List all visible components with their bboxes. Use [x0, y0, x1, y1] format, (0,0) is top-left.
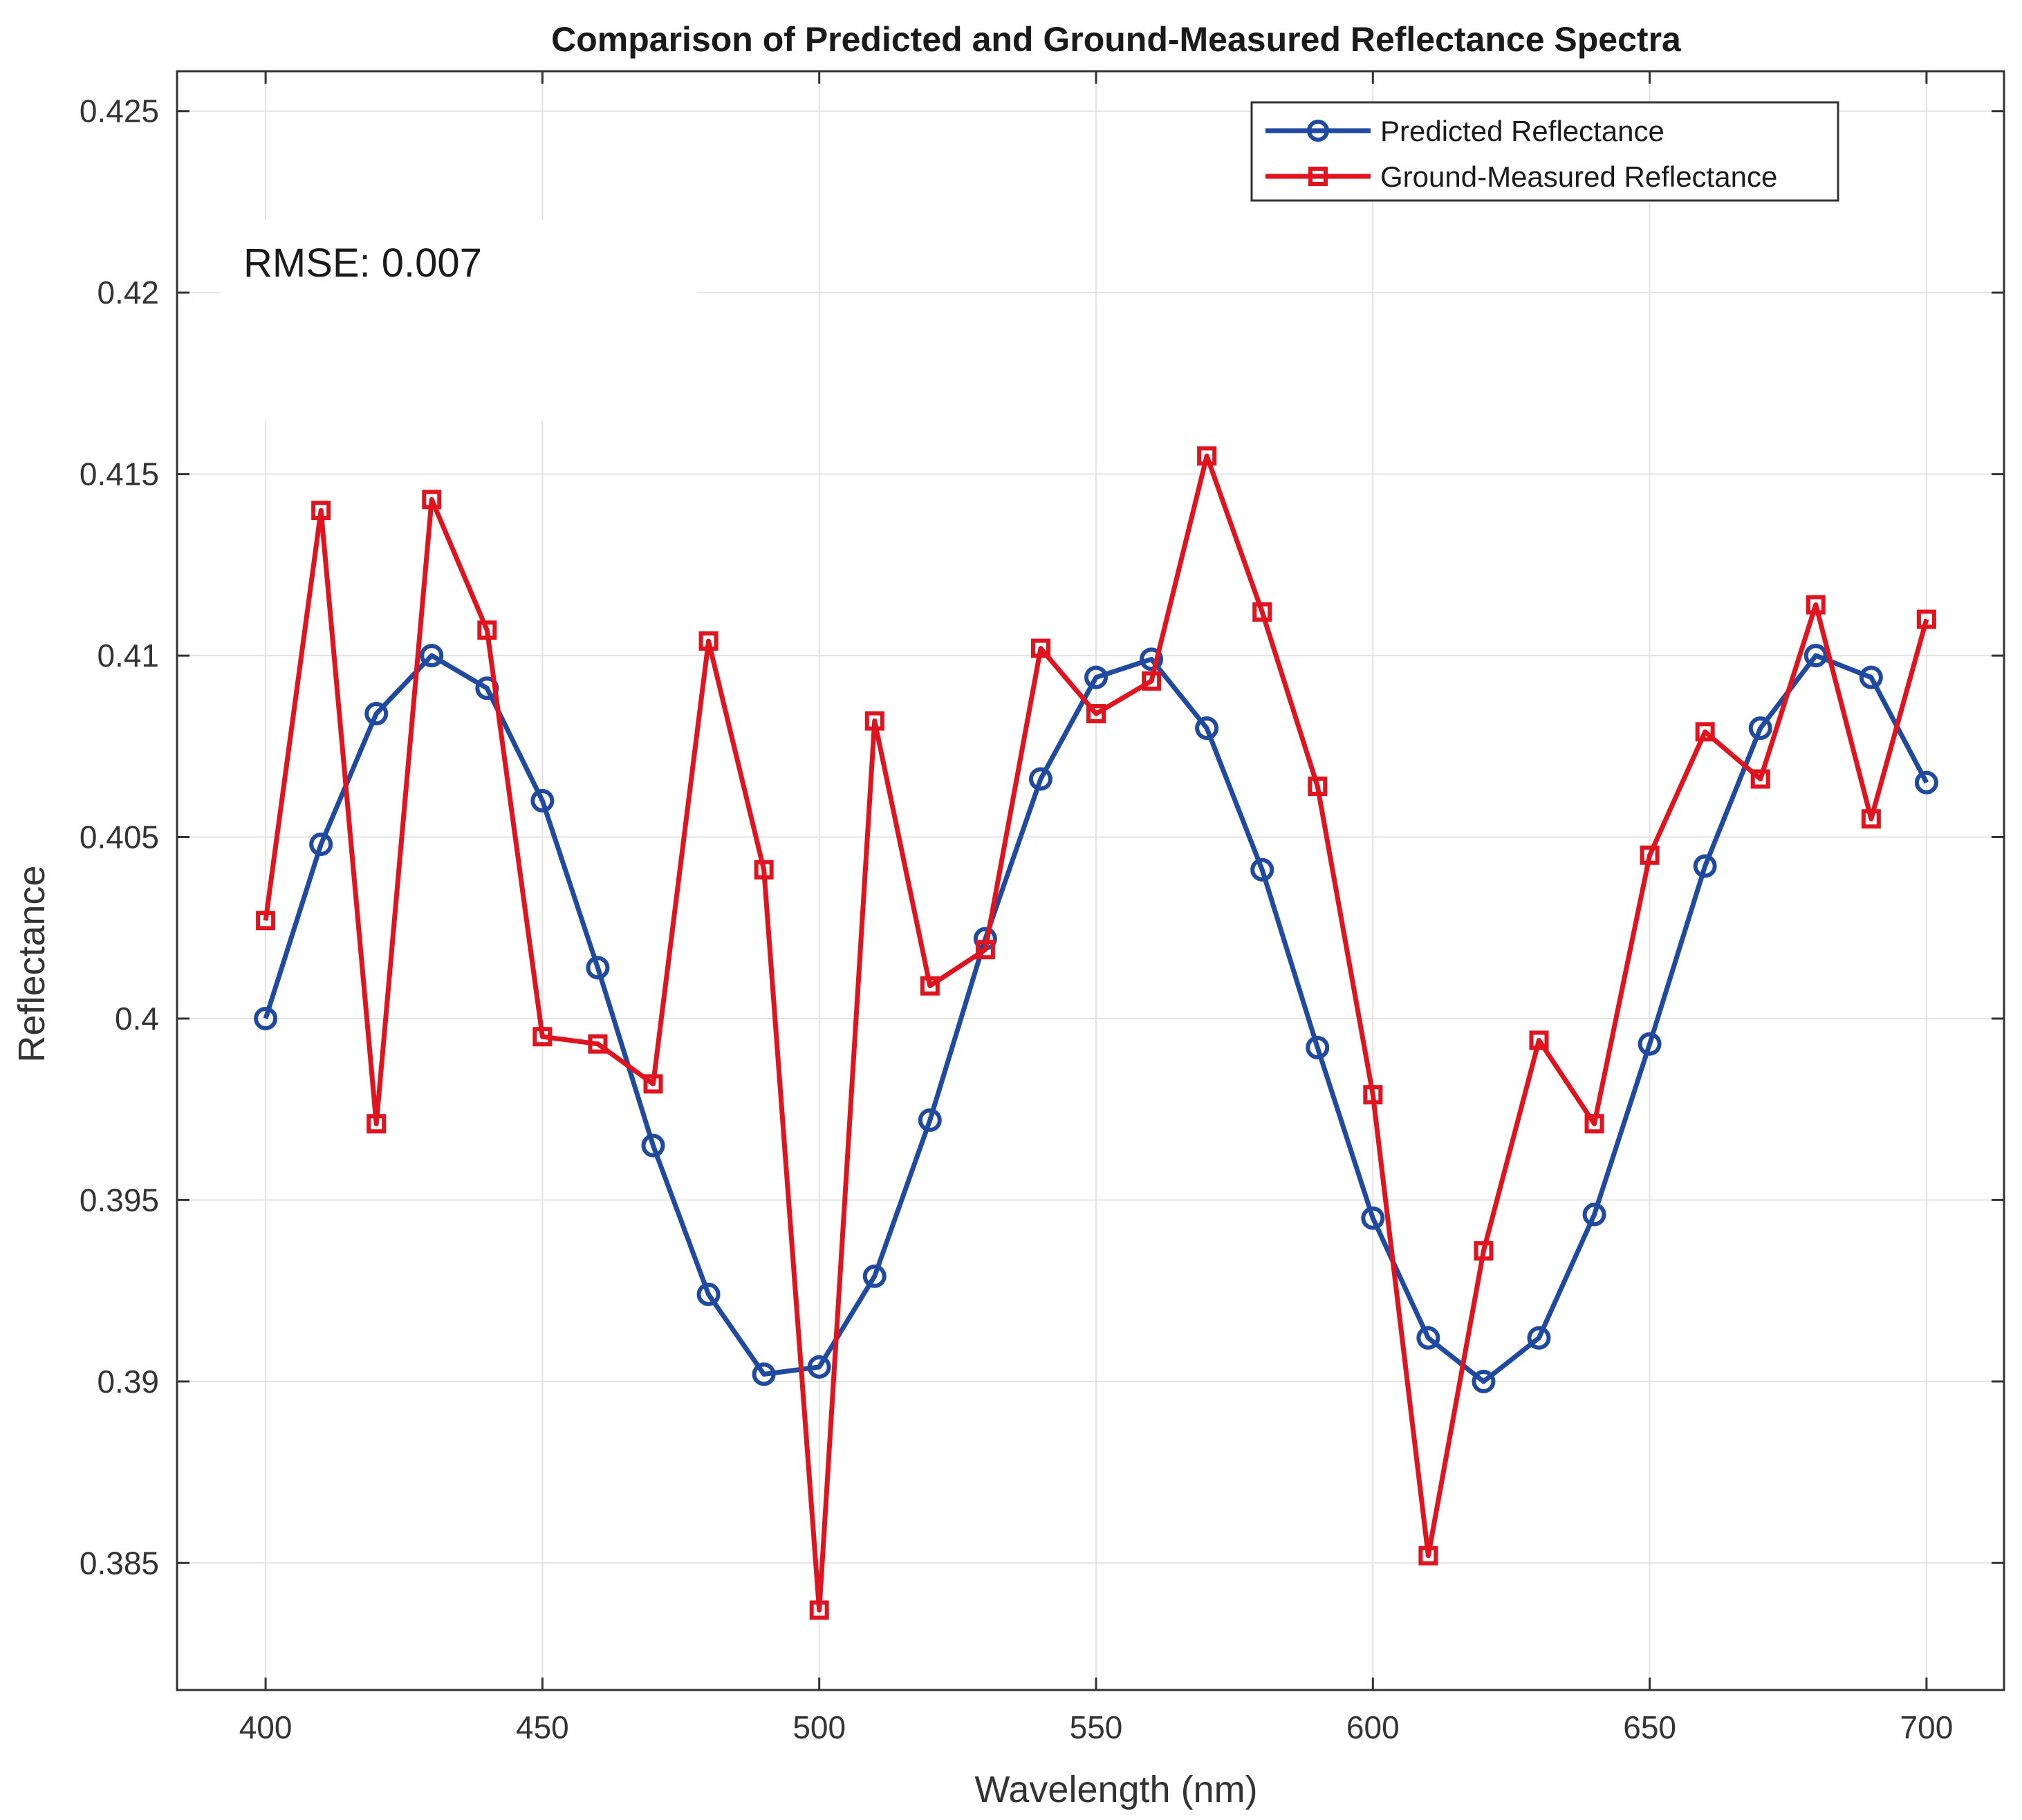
y-tick-label: 0.42 — [97, 275, 159, 310]
data-point-predicted — [862, 1264, 887, 1288]
data-point-ground-measured — [809, 1600, 829, 1620]
legend-label-predicted: Predicted Reflectance — [1380, 115, 1664, 147]
data-point-ground-measured — [311, 501, 331, 521]
data-point-ground-measured — [1308, 777, 1328, 797]
y-tick-label: 0.405 — [80, 819, 159, 855]
data-point-ground-measured — [1418, 1545, 1438, 1566]
data-point-ground-measured — [864, 711, 884, 731]
data-point-predicted — [530, 789, 555, 813]
y-tick-label: 0.415 — [80, 456, 159, 492]
series-line-ground-measured — [263, 453, 1929, 1613]
data-point-ground-measured — [477, 620, 497, 640]
data-point-predicted — [254, 1006, 278, 1030]
data-point-predicted — [309, 833, 333, 857]
legend: Predicted Reflectance Ground-Measured Re… — [1250, 101, 1839, 202]
data-point-predicted — [1693, 854, 1717, 878]
data-point-predicted — [807, 1355, 831, 1379]
data-point-predicted — [641, 1133, 665, 1158]
x-tick-label: 500 — [792, 1709, 846, 1745]
data-point-predicted — [1140, 647, 1164, 671]
grid-lines — [177, 71, 2004, 1690]
y-tick-label: 0.41 — [97, 638, 159, 674]
x-tick-label: 700 — [1900, 1709, 1954, 1745]
legend-box — [1250, 101, 1839, 202]
data-point-predicted — [586, 956, 610, 980]
data-point-ground-measured — [367, 1114, 387, 1134]
data-point-predicted — [1306, 1035, 1330, 1059]
data-point-predicted — [1084, 665, 1109, 689]
chart-title: Comparison of Predicted and Ground-Measu… — [551, 20, 1682, 59]
data-point-ground-measured — [754, 860, 774, 880]
data-point-predicted — [1638, 1032, 1662, 1056]
data-point-ground-measured — [588, 1034, 608, 1054]
y-tick-label: 0.39 — [97, 1364, 159, 1400]
y-axis-label: Reflectance — [11, 865, 53, 1062]
data-point-predicted — [1416, 1326, 1440, 1350]
x-tick-label: 400 — [239, 1709, 293, 1745]
data-point-predicted — [696, 1282, 721, 1306]
data-point-ground-measured — [643, 1074, 663, 1094]
legend-marker-ground-measured — [1308, 167, 1328, 186]
legend-label-ground-measured: Ground-Measured Reflectance — [1380, 160, 1777, 193]
data-point-predicted — [918, 1108, 942, 1132]
data-point-predicted — [1582, 1202, 1606, 1227]
data-point-predicted — [1472, 1369, 1496, 1393]
axis-ticks — [177, 71, 2004, 1690]
data-point-ground-measured — [975, 940, 995, 960]
data-point-ground-measured — [1086, 704, 1106, 724]
data-point-predicted — [420, 644, 444, 668]
x-tick-label: 600 — [1346, 1709, 1400, 1745]
y-tick-label: 0.4 — [115, 1001, 159, 1037]
data-point-ground-measured — [1861, 809, 1881, 829]
data-point-predicted — [752, 1362, 776, 1386]
data-point-ground-measured — [1197, 446, 1217, 466]
data-point-ground-measured — [1695, 722, 1715, 742]
data-point-ground-measured — [422, 490, 442, 510]
data-point-predicted — [1803, 644, 1828, 668]
x-axis-label: Wavelength (nm) — [974, 1769, 1257, 1810]
data-point-ground-measured — [1584, 1114, 1604, 1134]
data-point-ground-measured — [1474, 1241, 1494, 1261]
y-axis-tick-labels: 0.385 0.39 0.395 0.4 0.405 0.41 0.415 0.42 0.425 — [80, 93, 159, 1581]
series-line-predicted — [263, 653, 1929, 1384]
data-point-ground-measured — [1030, 638, 1050, 658]
data-point-ground-measured — [1529, 1030, 1549, 1050]
y-tick-label: 0.425 — [80, 93, 159, 129]
data-point-predicted — [1748, 716, 1772, 741]
data-point-predicted — [1914, 770, 1938, 795]
data-point-ground-measured — [1806, 595, 1826, 615]
y-tick-label: 0.385 — [80, 1545, 159, 1581]
rmse-annotation: RMSE: 0.007 — [243, 241, 482, 286]
x-tick-label: 450 — [516, 1709, 569, 1745]
data-point-predicted — [1028, 767, 1052, 791]
data-point-ground-measured — [698, 631, 718, 651]
data-point-ground-measured — [256, 911, 276, 931]
data-point-predicted — [1527, 1326, 1551, 1350]
x-tick-label: 550 — [1070, 1709, 1123, 1745]
data-point-predicted — [364, 702, 389, 726]
data-point-ground-measured — [1916, 609, 1936, 629]
series-layer — [254, 446, 1938, 1620]
y-tick-label: 0.395 — [80, 1182, 159, 1218]
data-point-ground-measured — [1252, 602, 1272, 622]
data-point-predicted — [1195, 716, 1219, 741]
data-point-ground-measured — [920, 976, 940, 996]
data-point-ground-measured — [532, 1027, 553, 1047]
plot-area-frame — [176, 70, 2005, 1691]
x-tick-label: 650 — [1623, 1709, 1676, 1745]
data-point-predicted — [1361, 1206, 1385, 1230]
data-point-ground-measured — [1750, 769, 1770, 789]
legend-marker-predicted — [1307, 120, 1329, 142]
data-point-ground-measured — [1640, 845, 1660, 865]
data-point-ground-measured — [1363, 1085, 1383, 1105]
annotation-background — [220, 220, 697, 420]
data-point-predicted — [1250, 857, 1274, 882]
data-point-predicted — [1859, 665, 1883, 689]
data-point-ground-measured — [1142, 671, 1162, 691]
x-axis-tick-labels: 400 450 500 550 600 650 700 — [239, 1709, 1954, 1745]
